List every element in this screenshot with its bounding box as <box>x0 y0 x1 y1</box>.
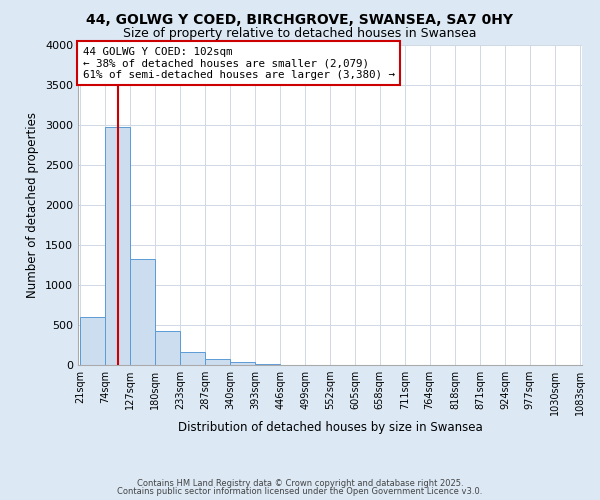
Text: Contains HM Land Registry data © Crown copyright and database right 2025.: Contains HM Land Registry data © Crown c… <box>137 478 463 488</box>
Text: Size of property relative to detached houses in Swansea: Size of property relative to detached ho… <box>123 28 477 40</box>
Text: 44 GOLWG Y COED: 102sqm
← 38% of detached houses are smaller (2,079)
61% of semi: 44 GOLWG Y COED: 102sqm ← 38% of detache… <box>83 46 395 80</box>
Bar <box>205 358 230 365</box>
X-axis label: Distribution of detached houses by size in Swansea: Distribution of detached houses by size … <box>178 420 482 434</box>
Text: 44, GOLWG Y COED, BIRCHGROVE, SWANSEA, SA7 0HY: 44, GOLWG Y COED, BIRCHGROVE, SWANSEA, S… <box>86 12 514 26</box>
Bar <box>230 362 255 365</box>
Bar <box>255 364 280 365</box>
Text: Contains public sector information licensed under the Open Government Licence v3: Contains public sector information licen… <box>118 487 482 496</box>
Y-axis label: Number of detached properties: Number of detached properties <box>26 112 40 298</box>
Bar <box>155 332 180 365</box>
Bar <box>80 317 105 365</box>
Bar <box>180 352 205 365</box>
Bar <box>130 258 155 365</box>
Bar <box>105 128 130 365</box>
